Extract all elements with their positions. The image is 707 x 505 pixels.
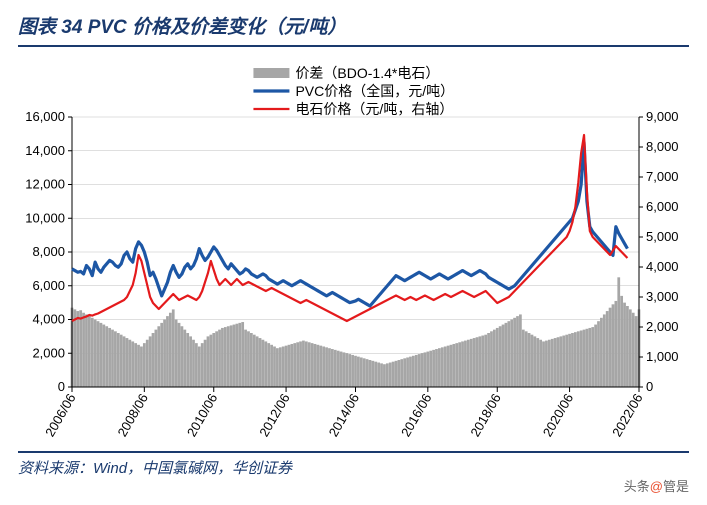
svg-text:2016/06: 2016/06: [398, 391, 434, 439]
svg-text:2020/06: 2020/06: [540, 391, 576, 439]
svg-text:PVC价格（全国，元/吨）: PVC价格（全国，元/吨）: [295, 83, 454, 99]
plot-area: 0 2,000 4,000 6,000 8,000 10,000 12,000 14,000 1…: [18, 57, 689, 447]
svg-text:16,000: 16,000: [25, 109, 65, 124]
attr-name: 管是: [663, 479, 689, 494]
svg-text:2010/06: 2010/06: [184, 391, 220, 439]
svg-text:5,000: 5,000: [646, 229, 679, 244]
svg-text:0: 0: [58, 379, 65, 394]
svg-text:价差（BDO-1.4*电石）: 价差（BDO-1.4*电石）: [295, 65, 439, 81]
svg-text:8,000: 8,000: [646, 139, 679, 154]
svg-text:1,000: 1,000: [646, 349, 679, 364]
svg-text:2,000: 2,000: [646, 319, 679, 334]
attribution: 头条@管是: [624, 476, 689, 495]
svg-text:2008/06: 2008/06: [114, 391, 150, 439]
svg-text:6,000: 6,000: [32, 278, 65, 293]
svg-text:2018/06: 2018/06: [467, 391, 503, 439]
chart-figure: 图表 34 PVC 价格及价差变化（元/吨） 0 2,000 4,000 6,000 8…: [0, 0, 707, 505]
chart-svg: 0 2,000 4,000 6,000 8,000 10,000 12,000 14,000 1…: [18, 57, 689, 447]
svg-text:电石价格（元/吨，右轴）: 电石价格（元/吨，右轴）: [295, 101, 453, 117]
svg-text:4,000: 4,000: [32, 312, 65, 327]
source-text: 资料来源：Wind，中国氯碱网，华创证券: [18, 457, 689, 478]
svg-text:12,000: 12,000: [25, 177, 65, 192]
svg-text:2014/06: 2014/06: [326, 391, 362, 439]
chart-title: 图表 34 PVC 价格及价差变化（元/吨）: [18, 12, 689, 39]
attr-prefix: 头条: [624, 479, 650, 494]
source-row: 资料来源：Wind，中国氯碱网，华创证券: [18, 451, 689, 478]
svg-text:8,000: 8,000: [32, 244, 65, 259]
svg-text:7,000: 7,000: [646, 169, 679, 184]
svg-text:14,000: 14,000: [25, 143, 65, 158]
svg-text:10,000: 10,000: [25, 210, 65, 225]
attr-at: @: [650, 479, 663, 494]
svg-text:6,000: 6,000: [646, 199, 679, 214]
svg-text:2,000: 2,000: [32, 345, 65, 360]
svg-text:9,000: 9,000: [646, 109, 679, 124]
svg-text:3,000: 3,000: [646, 289, 679, 304]
svg-text:0: 0: [646, 379, 653, 394]
svg-text:2012/06: 2012/06: [256, 391, 292, 439]
svg-text:4,000: 4,000: [646, 259, 679, 274]
svg-text:2022/06: 2022/06: [609, 391, 645, 439]
title-row: 图表 34 PVC 价格及价差变化（元/吨）: [18, 12, 689, 47]
svg-text:2006/06: 2006/06: [42, 391, 78, 439]
